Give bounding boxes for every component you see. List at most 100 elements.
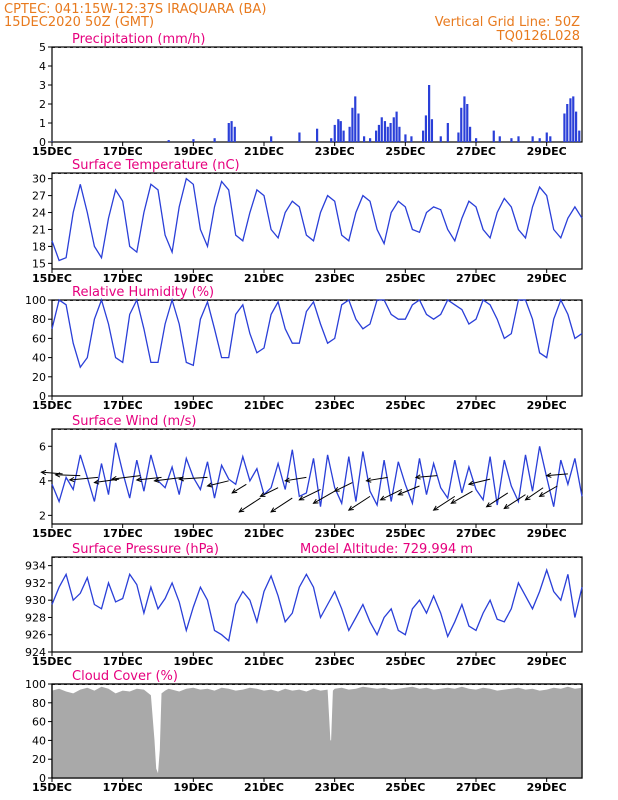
x-tick-label: 21DEC (244, 145, 284, 158)
wind-arrow-shaft (546, 473, 568, 477)
wind-arrow-head (153, 477, 160, 483)
wind-arrow-shaft (415, 475, 438, 478)
y-tick-label: 2 (39, 509, 46, 522)
precip-bar (574, 111, 578, 142)
wind-arrow-head (545, 472, 552, 478)
precip-bar (383, 121, 387, 142)
x-tick-label: 17DEC (103, 527, 143, 540)
x-tick-label: 21DEC (244, 781, 284, 794)
wind-arrow-head (238, 507, 245, 513)
wind-arrow-head (379, 495, 386, 501)
panel-precip: Precipitation (mm/h) 0 1 2 3 4 5 15DEC 17DEC 19DE… (32, 32, 583, 158)
x-tick-label: 15DEC (32, 145, 72, 158)
x-tick-label: 29DEC (527, 399, 567, 412)
wind-arrow-shaft (380, 489, 403, 501)
precip-bar (337, 119, 340, 142)
x-tick-label: 15DEC (32, 655, 72, 668)
precip-bar (439, 136, 442, 142)
x-tick-label: 29DEC (527, 527, 567, 540)
x-tick-label: 19DEC (173, 145, 213, 158)
wind-arrow (365, 476, 388, 483)
precip-bar (270, 136, 273, 142)
wind-arrow (538, 485, 558, 497)
x-tick-label: 19DEC (173, 655, 213, 668)
precip-bar (424, 115, 428, 142)
precip-bar (192, 139, 195, 142)
wind-arrow (54, 472, 81, 478)
precip-bar (457, 132, 460, 142)
precip-bar (428, 85, 431, 142)
y-tick-label: 932 (25, 577, 46, 590)
panel-annotation: Model Altitude: 729.994 m (300, 542, 473, 557)
precip-bar (369, 138, 372, 142)
x-tick-label: 23DEC (315, 145, 355, 158)
y-tick-label: 80 (32, 313, 46, 326)
wind-arrow (414, 474, 438, 480)
wind-arrow-head (538, 491, 545, 497)
x-tick-label: 23DEC (315, 781, 355, 794)
precip-bar (389, 123, 392, 142)
precip-bar (531, 136, 534, 142)
precip-bar (348, 126, 351, 142)
precip-bar (357, 113, 360, 142)
wind-arrow (450, 490, 473, 504)
wind-arrow-head (135, 476, 142, 483)
wind-arrow-shaft (398, 485, 420, 496)
y-tick-label: 24 (32, 207, 46, 220)
x-tick-label: 23DEC (315, 399, 355, 412)
y-tick-label: 0 (39, 136, 46, 149)
panel-title: Surface Wind (m/s) (72, 414, 196, 429)
x-tick-label: 27DEC (456, 399, 496, 412)
y-tick-label: 30 (32, 173, 46, 186)
wind-arrow (178, 476, 208, 482)
header-run: 15DEC2020 50Z (GMT) (4, 15, 154, 30)
wind-arrow-head (450, 498, 457, 504)
y-tick-label: 4 (39, 475, 46, 488)
x-tick-label: 27DEC (456, 145, 496, 158)
wind-arrow-head (397, 490, 404, 496)
pressure-series-line (51, 567, 583, 643)
precip-bar (377, 124, 381, 142)
panel-frame-overlay (51, 683, 583, 779)
panels: Precipitation (mm/h) 0 1 2 3 4 5 15DEC 17DEC 19DE… (25, 32, 583, 794)
wind-arrow (206, 480, 229, 488)
wind-series-line (51, 442, 583, 508)
wind-arrow (347, 495, 371, 511)
wind-arrow-head (347, 505, 354, 511)
wind-arrow-shaft (539, 485, 558, 497)
wind-arrow-head (206, 482, 213, 488)
precip-bar (468, 126, 472, 142)
wind-arrow (545, 472, 568, 478)
precip-bar (492, 130, 495, 142)
cloud-area (52, 686, 582, 778)
y-tick-label: 20 (32, 753, 46, 766)
y-tick-label: 40 (32, 734, 46, 747)
wind-arrow (379, 489, 403, 501)
x-tick-label: 17DEC (103, 145, 143, 158)
precip-bar (342, 130, 345, 142)
panel-title: Surface Pressure (hPa) (72, 542, 219, 557)
y-tick-label: 40 (32, 352, 46, 365)
y-tick-label: 100 (25, 678, 46, 691)
precip-bar (333, 124, 336, 142)
precip-bar (563, 113, 566, 142)
x-tick-label: 27DEC (456, 527, 496, 540)
wind-arrow (503, 494, 526, 510)
x-tick-label: 19DEC (173, 399, 213, 412)
precip-bar (510, 138, 513, 142)
wind-arrow-shaft (433, 495, 456, 511)
wind-arrow (238, 497, 261, 513)
y-tick-label: 1 (39, 117, 46, 130)
x-tick-label: 25DEC (385, 781, 425, 794)
wind-arrow-head (270, 507, 277, 513)
x-tick-label: 25DEC (385, 399, 425, 412)
y-tick-label: 100 (25, 294, 46, 307)
wind-arrow (397, 485, 420, 496)
wind-arrow-shaft (366, 476, 388, 482)
x-tick-label: 25DEC (385, 145, 425, 158)
precip-bar (422, 130, 425, 142)
precip-bar (233, 126, 236, 142)
wind-arrow-shaft (69, 476, 98, 481)
wind-arrow-head (284, 477, 291, 483)
x-tick-label: 27DEC (456, 781, 496, 794)
